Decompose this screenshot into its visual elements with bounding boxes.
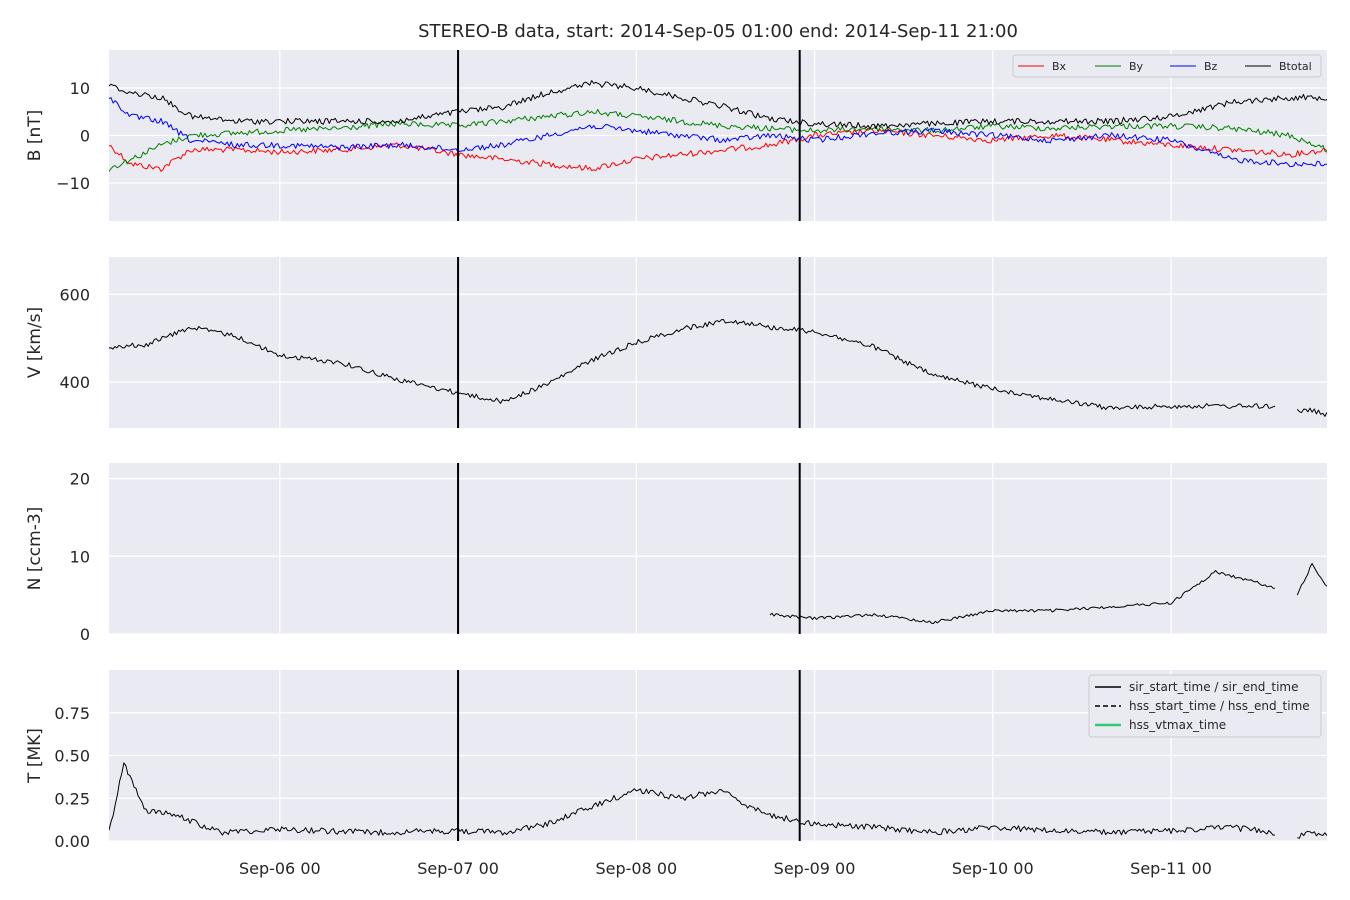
- x-tick-label: Sep-06 00: [239, 859, 321, 878]
- y-tick-label: 0.75: [54, 704, 90, 723]
- panel-2: 400 600 V [km/s]: [25, 257, 1327, 428]
- series-line-t: [109, 762, 1276, 836]
- legend-label-event: hss_vtmax_time: [1129, 718, 1226, 732]
- series-group: [109, 80, 1327, 172]
- legend-label-bx: Bx: [1052, 60, 1067, 73]
- y-tick-label: 20: [70, 470, 90, 489]
- series-group: [109, 319, 1327, 417]
- series-line-v: [109, 319, 1276, 410]
- y-axis-label: T [MK]: [25, 728, 45, 784]
- legend-label-by: By: [1129, 60, 1144, 73]
- series-line-n-tail: [1296, 563, 1327, 596]
- y-tick-label: −10: [56, 174, 90, 193]
- series-line-bx: [109, 127, 1327, 172]
- x-tick-label: Sep-10 00: [952, 859, 1034, 878]
- legend-label-event: sir_start_time / sir_end_time: [1129, 680, 1299, 694]
- x-tick-label: Sep-09 00: [774, 859, 856, 878]
- legend-events: sir_start_time / sir_end_time hss_start_t…: [1088, 674, 1322, 738]
- plot-background: [109, 463, 1327, 634]
- panel-1: −10 0 10 B [nT]: [25, 50, 1327, 221]
- y-tick-label: 600: [59, 285, 90, 304]
- x-tick-label: Sep-08 00: [595, 859, 677, 878]
- chart-title: STEREO-B data, start: 2014-Sep-05 01:00 …: [418, 21, 1018, 42]
- series-group: [769, 563, 1327, 624]
- panel-3: 0 10 20 N [ccm-3]: [25, 463, 1327, 644]
- legend-b: Bx By Bz Btotal: [1012, 54, 1322, 78]
- legend-label-btotal: Btotal: [1279, 60, 1312, 73]
- y-axis-label: B [nT]: [25, 110, 45, 162]
- y-tick-label: 0.50: [54, 747, 90, 766]
- panels: −10 0 10 B [nT] 400 600 V [km/s] 0 10 20 N [ccm-3]…: [25, 50, 1327, 851]
- series-line-btotal: [109, 80, 1327, 130]
- y-tick-label: 0: [80, 127, 90, 146]
- series-group: [109, 762, 1327, 839]
- series-line-n: [769, 569, 1276, 624]
- y-tick-label: 0.25: [54, 789, 90, 808]
- y-tick-label: 10: [70, 547, 90, 566]
- plot-background: [109, 257, 1327, 428]
- y-tick-label: 0.00: [54, 832, 90, 851]
- legend-label-event: hss_start_time / hss_end_time: [1129, 699, 1310, 713]
- x-axis-ticks: Sep-06 00 Sep-07 00 Sep-08 00 Sep-09 00 Sep-…: [239, 859, 1212, 878]
- y-axis-label: V [km/s]: [25, 307, 45, 378]
- legend-box: [1012, 54, 1322, 78]
- series-line-by: [109, 109, 1327, 172]
- series-line-bz: [109, 97, 1327, 168]
- y-tick-label: 10: [70, 79, 90, 98]
- legend-box: [1088, 674, 1322, 738]
- y-tick-label: 400: [59, 373, 90, 392]
- legend-label-bz: Bz: [1204, 60, 1218, 73]
- series-line-v-tail: [1296, 407, 1327, 417]
- y-tick-label: 0: [80, 625, 90, 644]
- y-axis-label: N [ccm-3]: [25, 507, 45, 591]
- x-tick-label: Sep-11 00: [1130, 859, 1212, 878]
- series-line-t-tail: [1297, 830, 1327, 839]
- x-tick-label: Sep-07 00: [417, 859, 499, 878]
